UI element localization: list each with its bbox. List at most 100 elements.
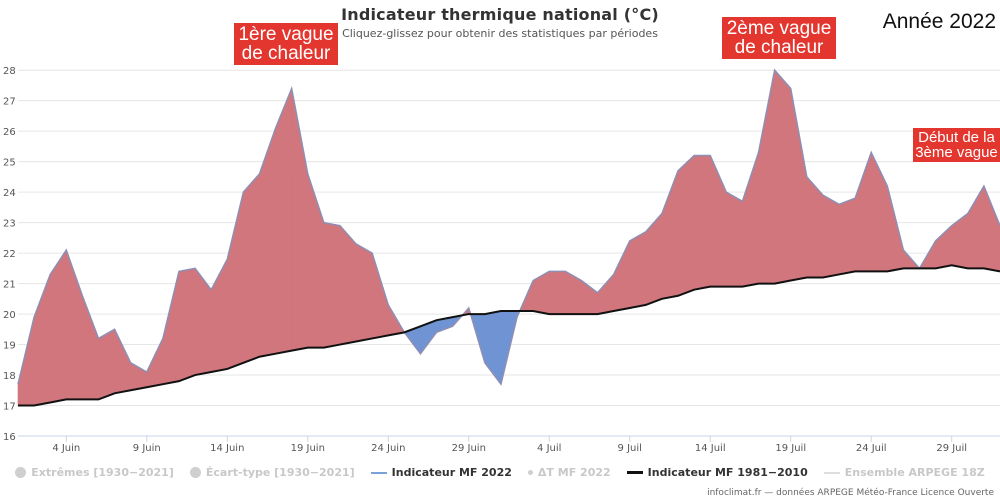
y-tick-label: 23 [3, 219, 16, 230]
legend-item-delta[interactable]: ΔT MF 2022 [527, 466, 611, 479]
data-credit: infoclimat.fr — données ARPEGE Météo-Fra… [707, 488, 994, 498]
anomaly-above [887, 185, 904, 272]
legend-line-icon [626, 471, 643, 474]
annotation-first-heatwave: 1ère vague de chaleur [234, 23, 338, 65]
anomaly-above [226, 192, 244, 370]
y-tick-label: 19 [3, 341, 16, 352]
annotation-line: de chaleur [734, 37, 824, 58]
anomaly-above [774, 69, 792, 284]
x-tick-label: 4 Juil [537, 443, 561, 454]
anomaly-above [790, 88, 808, 281]
legend-dot-icon [15, 467, 27, 478]
x-tick-label: 29 Juil [936, 443, 967, 454]
anomaly-above [661, 170, 679, 300]
anomaly-above [259, 128, 276, 358]
y-tick-label: 18 [3, 371, 16, 382]
anomaly-above [49, 249, 67, 403]
series-line-2022 [17, 68, 1000, 386]
anomaly-above [178, 267, 196, 382]
legend-label: Indicateur MF 1981−2010 [647, 466, 808, 479]
x-tick-label: 9 Juil [618, 443, 642, 454]
anomaly-above [951, 212, 969, 269]
anomaly-above [983, 185, 1000, 272]
year-label: Année 2022 [882, 10, 996, 33]
chart-legend: Extrêmes [1930−2021] Écart-type [1930−20… [0, 466, 1000, 479]
annotation-line: 1ère vague [238, 24, 334, 45]
annotation-third-heatwave: Début de la 3ème vague [913, 128, 1000, 162]
anomaly-above [355, 243, 373, 342]
legend-item-normal[interactable]: Indicateur MF 1981−2010 [626, 466, 808, 479]
y-tick-label: 16 [3, 432, 16, 443]
anomaly-above [548, 271, 566, 315]
x-tick-label: 19 Juil [775, 443, 806, 454]
y-tick-label: 25 [3, 158, 16, 169]
x-tick-label: 9 Juin [133, 443, 161, 454]
x-tick-label: 29 Juin [452, 443, 486, 454]
chart-title: Indicateur thermique national (°C) [341, 5, 659, 24]
annotation-second-heatwave: 2ème vague de chaleur [722, 17, 836, 59]
anomaly-above [597, 273, 614, 315]
anomaly-above [693, 155, 711, 291]
anomaly-above [82, 295, 99, 400]
legend-line-icon [823, 471, 840, 474]
anomaly-above [210, 259, 228, 373]
anomaly-above [613, 240, 631, 312]
annotation-line: 2ème vague [726, 18, 832, 39]
y-tick-label: 26 [3, 127, 16, 138]
legend-item-std[interactable]: Écart-type [1930−2021] [189, 466, 355, 479]
axes: 16 17 18 19 20 21 22 23 24 25 26 27 28 4 Juin 9 Juin 14… [3, 66, 1000, 454]
y-tick-label: 24 [3, 188, 16, 199]
y-tick-label: 17 [3, 402, 16, 413]
y-tick-label: 21 [3, 280, 16, 291]
anomaly-above [339, 224, 357, 345]
legend-label: Indicateur MF 2022 [391, 466, 512, 479]
anomaly-above [935, 224, 953, 269]
anomaly-above [822, 194, 840, 278]
y-tick-label: 28 [3, 66, 16, 77]
series-line-normal [18, 264, 1000, 407]
anomaly-above [758, 70, 775, 284]
x-tick-label: 24 Juil [856, 443, 887, 454]
anomaly-areas [17, 69, 1000, 406]
anomaly-above [98, 328, 115, 400]
legend-item-ensemble[interactable]: Ensemble ARPEGE 18Z [823, 466, 985, 479]
y-tick-label: 27 [3, 97, 16, 108]
y-tick-label: 22 [3, 249, 16, 260]
anomaly-above [854, 152, 872, 272]
anomaly-above [194, 267, 212, 376]
legend-label: Ensemble ARPEGE 18Z [844, 466, 985, 479]
x-tick-label: 19 Juin [291, 443, 325, 454]
anomaly-above [565, 270, 582, 315]
anomaly-above [742, 152, 759, 287]
chart-subtitle: Cliquez-glissez pour obtenir des statist… [342, 27, 658, 40]
y-tick-label: 20 [3, 310, 16, 321]
x-tick-label: 14 Juin [210, 443, 244, 454]
x-tick-label: 14 Juil [695, 443, 726, 454]
anomaly-above [275, 88, 292, 355]
legend-item-extremes[interactable]: Extrêmes [1930−2021] [15, 466, 174, 479]
annotation-line: 3ème vague [915, 144, 998, 161]
anomaly-above [838, 197, 856, 275]
anomaly-above [323, 222, 341, 348]
anomaly-above [114, 329, 131, 394]
x-tick-label: 24 Juin [371, 443, 405, 454]
annotation-line: de chaleur [241, 43, 331, 64]
series-lines [17, 68, 1000, 407]
anomaly-above [532, 270, 550, 315]
legend-dot-icon [189, 467, 201, 478]
anomaly-above [146, 338, 164, 388]
anomaly-above [677, 154, 695, 297]
anomaly-above [581, 279, 598, 315]
anomaly-above [629, 231, 647, 309]
anomaly-above [243, 173, 260, 364]
legend-dot-icon [527, 470, 533, 475]
legend-item-indicator-2022[interactable]: Indicateur MF 2022 [370, 466, 512, 479]
legend-label: Écart-type [1930−2021] [205, 466, 355, 479]
legend-label: Extrêmes [1930−2021] [31, 466, 174, 479]
x-tick-label: 4 Juin [52, 443, 80, 454]
legend-line-icon [370, 471, 387, 474]
legend-label: ΔT MF 2022 [537, 466, 611, 479]
anomaly-above [726, 191, 743, 287]
anomaly-above [645, 212, 663, 306]
